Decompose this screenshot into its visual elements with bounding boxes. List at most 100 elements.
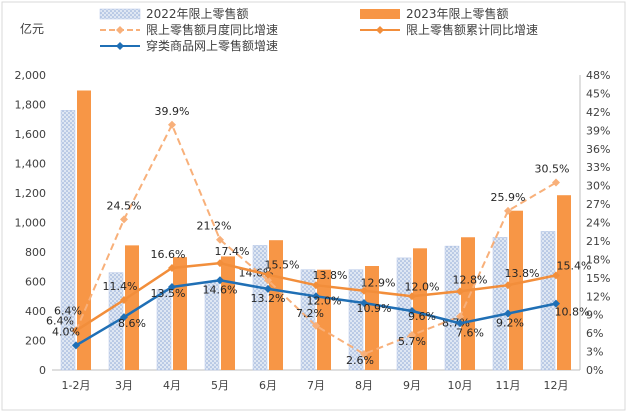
- bar-2023: [413, 248, 427, 370]
- series-point-4: [264, 284, 272, 293]
- y-right-tick-label: 42%: [586, 106, 610, 119]
- series-point-4: [456, 319, 464, 328]
- data-label: 11.4%: [103, 280, 138, 293]
- x-tick-label: 1-2月: [62, 379, 91, 392]
- x-tick-label: 3月: [115, 379, 133, 392]
- data-label: 15.5%: [265, 259, 300, 272]
- data-label: 16.6%: [151, 248, 186, 261]
- x-tick-label: 8月: [355, 379, 373, 392]
- bar-2022: [60, 110, 76, 371]
- bar-2023: [125, 245, 139, 370]
- series-point-4: [72, 341, 80, 350]
- series-line-2: [75, 122, 557, 356]
- bar-2023: [269, 240, 283, 370]
- y-right-tick-label: 30%: [586, 180, 610, 193]
- y-left-tick-label: 200: [25, 335, 46, 348]
- series-point-2: [408, 330, 416, 339]
- y-unit-label: 亿元: [20, 21, 44, 36]
- legend-marker: [116, 42, 124, 50]
- series-point-2: [456, 312, 464, 321]
- data-label: 8.6%: [118, 317, 146, 330]
- data-label: 9.6%: [408, 310, 436, 323]
- y-right-tick-label: 15%: [586, 272, 610, 285]
- series-point-2: [120, 215, 128, 224]
- series-point-4: [552, 299, 560, 308]
- series-point-3: [312, 281, 320, 290]
- y-right-tick-label: 39%: [586, 124, 610, 137]
- y-right-tick-label: 6%: [586, 327, 603, 340]
- legend-label: 2023年限上零售额: [406, 6, 509, 21]
- series-point-2: [360, 350, 368, 359]
- y-left-tick-label: 1,600: [15, 128, 47, 141]
- series-point-4: [312, 292, 320, 301]
- data-label: 21.2%: [197, 220, 232, 233]
- series-point-3: [168, 263, 176, 272]
- y-right-tick-label: 33%: [586, 161, 610, 174]
- y-right-tick-label: 3%: [586, 346, 603, 359]
- series-point-3: [408, 292, 416, 301]
- y-left-tick-label: 1,200: [15, 187, 47, 200]
- series-point-4: [120, 313, 128, 322]
- bar-2022: [444, 245, 460, 371]
- bar-2023: [221, 256, 235, 370]
- bar-2022: [540, 231, 556, 371]
- data-label: 10.9%: [357, 302, 392, 315]
- data-label: 10.8%: [555, 306, 590, 319]
- series-point-3: [120, 295, 128, 304]
- series-point-3: [216, 259, 224, 268]
- x-tick-label: 5月: [211, 379, 229, 392]
- legend-marker: [376, 26, 384, 34]
- bar-2023: [317, 269, 331, 370]
- y-right-tick-label: 21%: [586, 235, 610, 248]
- series-point-4: [504, 309, 512, 318]
- y-right-tick-label: 48%: [586, 69, 610, 82]
- y-left-tick-label: 800: [25, 246, 46, 259]
- data-label: 15.4%: [557, 259, 592, 272]
- data-label: 2.6%: [346, 354, 374, 367]
- data-label: 13.8%: [313, 269, 348, 282]
- data-label: 6.4%: [54, 305, 82, 318]
- legend-label: 穿类商品网上零售额增速: [146, 38, 278, 53]
- data-label: 12.8%: [453, 273, 488, 286]
- x-tick-label: 7月: [307, 379, 325, 392]
- data-label: 12.0%: [307, 294, 342, 307]
- series-point-3: [504, 281, 512, 290]
- series-point-2: [504, 206, 512, 215]
- series-point-2: [216, 235, 224, 244]
- series-point-2: [168, 120, 176, 129]
- y-left-tick-label: 600: [25, 276, 46, 289]
- y-right-tick-label: 36%: [586, 143, 610, 156]
- data-label: 12.9%: [361, 277, 396, 290]
- series-point-4: [168, 283, 176, 292]
- y-right-tick-label: 24%: [586, 217, 610, 230]
- legend-swatch: [360, 9, 400, 19]
- x-tick-label: 9月: [403, 379, 421, 392]
- y-right-tick-label: 45%: [586, 87, 610, 100]
- bar-2023: [557, 195, 571, 370]
- data-label: 13.2%: [251, 292, 286, 305]
- series-point-3: [360, 286, 368, 295]
- data-label: 25.9%: [491, 191, 526, 204]
- y-left-tick-label: 1,800: [15, 99, 47, 112]
- data-label: 12.0%: [405, 280, 440, 293]
- y-left-tick-label: 400: [25, 305, 46, 318]
- data-label: 14.6%: [203, 283, 238, 296]
- series-point-3: [456, 287, 464, 296]
- data-label: 4.0%: [52, 325, 80, 338]
- data-label: 39.9%: [155, 105, 190, 118]
- series-point-3: [264, 270, 272, 279]
- data-label: 30.5%: [535, 163, 570, 176]
- y-right-tick-label: 0%: [586, 364, 603, 377]
- bar-2023: [173, 257, 187, 370]
- series-point-4: [408, 307, 416, 315]
- y-left-tick-label: 1,400: [15, 158, 47, 171]
- series-point-4: [216, 276, 224, 285]
- x-tick-label: 11月: [496, 379, 521, 392]
- series-point-2: [312, 321, 320, 330]
- data-label: 24.5%: [107, 199, 142, 212]
- data-label: 13.5%: [151, 287, 186, 300]
- bar-2022: [348, 269, 364, 371]
